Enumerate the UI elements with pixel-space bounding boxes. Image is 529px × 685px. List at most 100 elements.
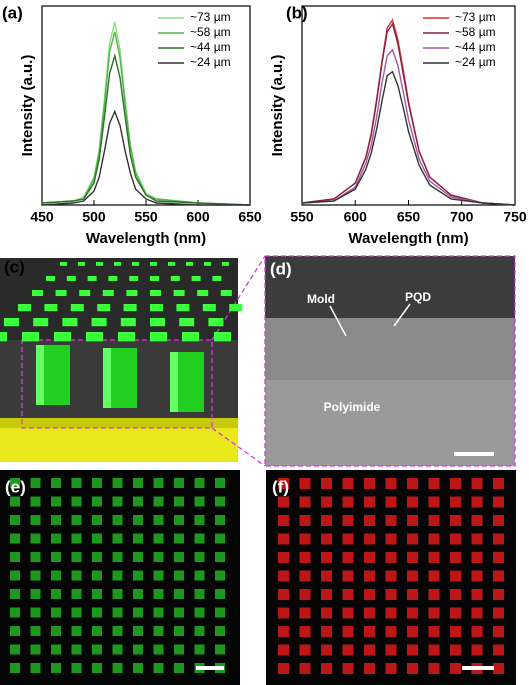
- pixel: [428, 589, 440, 600]
- cell: [212, 276, 222, 281]
- cell: [78, 262, 85, 266]
- x-tick-label: 700: [450, 209, 474, 225]
- pixel: [71, 589, 82, 599]
- cell: [214, 332, 231, 342]
- pixel: [10, 496, 20, 507]
- cell: [33, 318, 49, 327]
- pixel: [92, 496, 102, 507]
- legend-label: ~44 µm: [190, 40, 231, 54]
- pixel: [92, 626, 102, 636]
- panel-label: (d): [270, 259, 292, 278]
- pixel: [112, 533, 123, 544]
- pixel: [450, 552, 461, 563]
- pixel: [10, 533, 20, 544]
- zoom-frame: [264, 255, 516, 467]
- pixel: [428, 663, 440, 674]
- pixel: [428, 626, 440, 637]
- pixel: [112, 478, 123, 488]
- pixel: [471, 626, 483, 637]
- cell-front: [170, 352, 178, 412]
- pixel: [112, 589, 123, 599]
- pixel: [71, 626, 82, 636]
- pixel: [428, 607, 440, 619]
- arrow: [393, 303, 411, 327]
- pixel: [10, 644, 20, 655]
- panel-label: (c): [4, 257, 25, 276]
- pixel: [133, 644, 143, 655]
- panel-label: (f): [272, 477, 289, 496]
- pixel: [92, 663, 102, 673]
- pixel: [321, 478, 332, 489]
- pixel: [321, 663, 332, 674]
- cell: [4, 318, 19, 327]
- cell: [54, 332, 71, 342]
- pixel: [278, 533, 289, 545]
- pixel: [385, 478, 397, 489]
- pixel: [194, 626, 205, 636]
- pixel: [342, 570, 354, 582]
- pixel: [407, 626, 418, 637]
- pixel-array: [10, 478, 504, 674]
- substrate: [0, 418, 238, 462]
- pixel: [153, 552, 164, 562]
- pixel: [321, 626, 332, 637]
- pixel: [133, 533, 143, 544]
- cell: [118, 332, 135, 342]
- pixel: [215, 589, 225, 599]
- pixel: [30, 570, 41, 581]
- cell: [150, 262, 157, 266]
- cell: [66, 276, 76, 281]
- cell: [62, 318, 78, 327]
- pixel: [30, 496, 41, 507]
- cell: [150, 276, 159, 281]
- pixel: [174, 552, 184, 562]
- x-tick-label: 450: [30, 209, 54, 225]
- pixel: [112, 607, 123, 618]
- pixel: [278, 626, 289, 637]
- pixel: [92, 533, 102, 544]
- pixel: [471, 478, 483, 489]
- pixel: [364, 663, 375, 674]
- panel-label: (a): [2, 3, 23, 22]
- pixel: [342, 552, 354, 563]
- pixel: [342, 496, 354, 508]
- pixel: [342, 589, 354, 600]
- pixel: [133, 589, 143, 599]
- pixel: [153, 515, 164, 525]
- pixel: [71, 607, 82, 618]
- pixel: [92, 644, 102, 655]
- polyimide-layer: [265, 380, 515, 466]
- pixel: [92, 607, 102, 618]
- pixel: [299, 644, 311, 656]
- cell: [0, 332, 7, 342]
- pixel: [321, 644, 332, 656]
- pixel: [133, 570, 143, 581]
- x-axis-label: Wavelength (nm): [86, 230, 206, 247]
- x-tick-label: 750: [503, 209, 527, 225]
- pixel: [30, 626, 41, 636]
- pixel: [428, 552, 440, 563]
- pixel: [471, 515, 483, 526]
- cell: [44, 304, 58, 312]
- series-line: [301, 48, 516, 206]
- pixel: [385, 644, 397, 656]
- x-tick-label: 550: [134, 209, 158, 225]
- pixel: [30, 607, 41, 618]
- pixel: [133, 663, 143, 673]
- pixel: [71, 533, 82, 544]
- pixel: [153, 496, 164, 507]
- pixel: [385, 533, 397, 545]
- pixel: [215, 570, 225, 581]
- pixel: [385, 607, 397, 619]
- cell: [114, 262, 121, 266]
- pixel: [493, 626, 504, 637]
- pixel: [342, 626, 354, 637]
- pixel: [278, 663, 289, 674]
- pixel: [112, 644, 123, 655]
- pixel: [385, 552, 397, 563]
- pixel: [278, 644, 289, 656]
- pixel: [51, 663, 61, 673]
- cell: [79, 290, 91, 297]
- pixel: [342, 607, 354, 619]
- pixel: [194, 552, 205, 562]
